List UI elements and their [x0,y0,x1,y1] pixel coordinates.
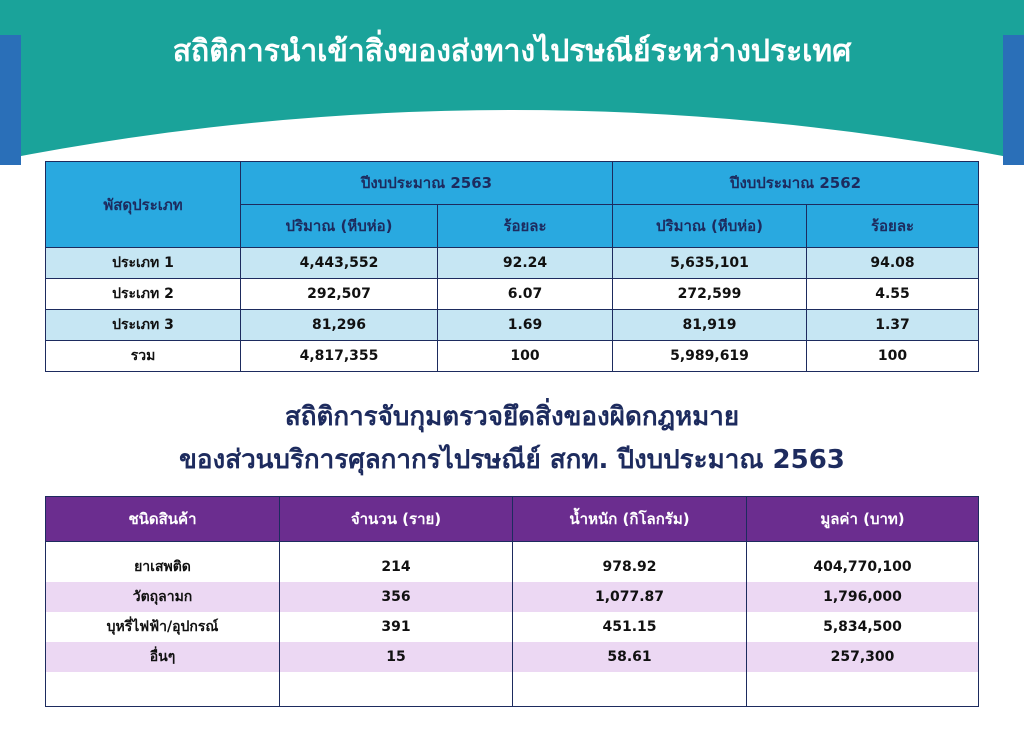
data-row: บุหรี่ไฟฟ้า/อุปกรณ์ 391 451.15 5,834,500 [45,612,979,642]
cell: 4,443,552 [240,247,438,279]
cell: 978.92 [512,552,747,582]
cell: 4.55 [806,278,980,310]
data-row: วัตถุลามก 356 1,077.87 1,796,000 [45,582,979,612]
cell: 6.07 [436,278,614,310]
cell [746,541,979,552]
cell: 1,077.87 [512,582,747,612]
group-header: ปีงบประมาณ 2562 [612,161,980,205]
cell: 92.24 [436,247,614,279]
cell: 404,770,100 [746,552,979,582]
cell [746,672,979,707]
cell: 5,635,101 [612,247,808,279]
section-title: ของส่วนบริการศุลกากรไปรษณีย์ สกท. ปีงบปร… [179,445,845,475]
data-row: รวม 4,817,355 100 5,989,619 100 [45,340,980,372]
data-row: อื่นๆ 15 58.61 257,300 [45,642,979,672]
cell: อื่นๆ [45,642,280,672]
data-row: ประเภท 3 81,296 1.69 81,919 1.37 [45,309,980,341]
cell: 5,989,619 [612,340,808,372]
seizure-table: ชนิดสินค้า จำนวน (ราย) น้ำหนัก (กิโลกรัม) ม… [45,496,979,707]
cell: 1.69 [436,309,614,341]
cell [45,672,280,707]
cell: 451.15 [512,612,747,642]
cell: บุหรี่ไฟฟ้า/อุปกรณ์ [45,612,280,642]
sub-header: ปริมาณ (หีบห่อ) [612,204,808,248]
cell: 391 [279,612,513,642]
cell [45,541,280,552]
cell: 100 [436,340,614,372]
side-tab [0,35,21,165]
cell: ประเภท 2 [45,278,241,310]
header-cell: พัสดุประเภท [45,161,241,248]
data-row: ประเภท 1 4,443,552 92.24 5,635,101 94.08 [45,247,980,279]
cell: 81,296 [240,309,438,341]
empty-row [45,672,979,707]
import-table: พัสดุประเภท ปีงบประมาณ 2563 ปีงบประมาณ 256… [45,161,980,372]
group-header: ปีงบประมาณ 2563 [239,161,614,205]
cell: 1.37 [806,309,980,341]
sub-header: ปริมาณ (หีบห่อ) [240,204,438,248]
cell: 94.08 [806,247,980,279]
cell: ยาเสพติด [45,552,280,582]
header-cell: น้ำหนัก (กิโลกรัม) [512,496,747,542]
cell: 214 [279,552,513,582]
cell: 15 [279,642,513,672]
cell: 272,599 [612,278,808,310]
cell: 100 [806,340,980,372]
data-row: ยาเสพติด 214 978.92 404,770,100 [45,552,979,582]
cell: 1,796,000 [746,582,979,612]
cell [279,541,513,552]
header-row: ปริมาณ (หีบห่อ) ร้อยละ ปริมาณ (หีบห่อ) ร้อย… [46,204,980,248]
sub-header: ร้อยละ [436,204,614,248]
cell: รวม [45,340,241,372]
spacer-row [45,541,979,552]
cell: 4,817,355 [240,340,438,372]
cell: 356 [279,582,513,612]
section-title: สถิติการจับกุมตรวจยึดสิ่งของผิดกฎหมาย [284,402,740,432]
sub-header: ร้อยละ [806,204,980,248]
cell [279,672,513,707]
header-row: พัสดุประเภท ปีงบประมาณ 2563 ปีงบประมาณ 256… [45,161,980,248]
cell: 257,300 [746,642,979,672]
side-tab [1003,35,1024,165]
cell [512,541,747,552]
cell: 292,507 [240,278,438,310]
cell: ประเภท 1 [45,247,241,279]
header-row: ชนิดสินค้า จำนวน (ราย) น้ำหนัก (กิโลกรัม) ม… [45,496,979,542]
page-title: สถิติการนำเข้าสิ่งของส่งทางไปรษณีย์ระหว่… [172,34,852,69]
cell: วัตถุลามก [45,582,280,612]
header-band [0,0,1024,165]
cell [512,672,747,707]
header-cell: ชนิดสินค้า [45,496,280,542]
header-cell: มูลค่า (บาท) [746,496,979,542]
cell: 58.61 [512,642,747,672]
band-shape [0,0,1024,160]
cell: ประเภท 3 [45,309,241,341]
cell: 5,834,500 [746,612,979,642]
data-row: ประเภท 2 292,507 6.07 272,599 4.55 [45,278,980,310]
cell: 81,919 [612,309,808,341]
header-cell: จำนวน (ราย) [279,496,513,542]
